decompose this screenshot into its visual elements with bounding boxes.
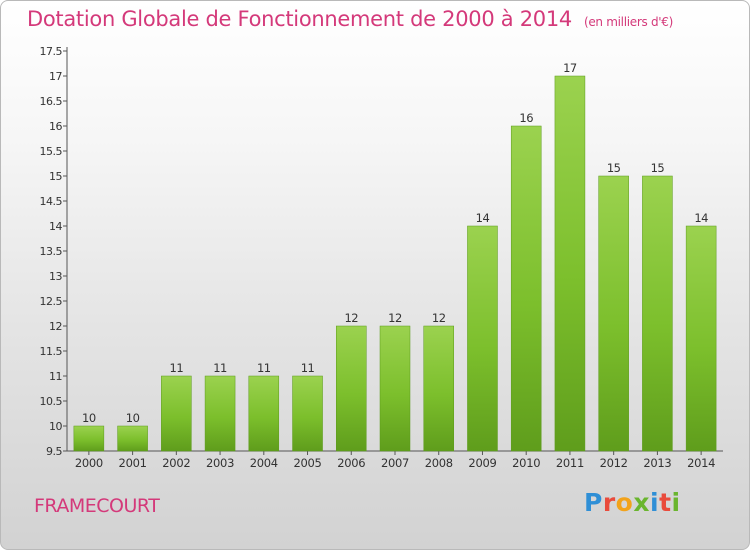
y-tick-label: 14.5: [40, 195, 63, 208]
x-tick-label: 2007: [381, 456, 409, 470]
data-label: 12: [388, 311, 402, 325]
x-tick-label: 2000: [75, 456, 103, 470]
data-label: 15: [651, 161, 665, 175]
data-label: 11: [213, 361, 227, 375]
x-tick-label: 2001: [119, 456, 147, 470]
logo-letter: r: [602, 488, 616, 517]
x-tick-label: 2003: [206, 456, 234, 470]
logo-letter: x: [633, 488, 650, 517]
y-tick-label: 13: [49, 270, 62, 283]
bar: [423, 325, 454, 452]
place-name: FRAMECOURT: [34, 495, 160, 517]
x-tick-label: 2009: [468, 456, 496, 470]
x-tick-label: 2006: [337, 456, 365, 470]
bars: [73, 75, 717, 452]
x-tick-label: 2013: [643, 456, 671, 470]
bar: [554, 75, 586, 452]
title-text: Dotation Globale de Fonctionnement de 20…: [27, 7, 572, 31]
y-tick-label: 11.5: [40, 345, 63, 358]
data-label: 10: [126, 411, 140, 425]
axes: 9.5 10 10.5 11 11.5 12 12.5 13 13.5 14 14.5 15 15.5 1…: [40, 45, 723, 470]
data-label: 11: [170, 361, 184, 375]
y-tick-label: 12.5: [40, 295, 63, 308]
y-tick-label: 12: [49, 320, 62, 333]
y-tick-label: 17.5: [40, 45, 63, 58]
y-tick-label: 14: [49, 220, 62, 233]
data-label: 10: [82, 411, 96, 425]
x-tick-label: 2008: [425, 456, 453, 470]
x-tick-label: 2010: [512, 456, 540, 470]
bar: [510, 125, 542, 452]
data-label: 12: [344, 311, 358, 325]
bar: [161, 375, 192, 452]
y-tick-label: 15: [49, 170, 62, 183]
bar: [117, 425, 148, 452]
data-label: 14: [476, 211, 490, 225]
data-label: 15: [607, 161, 621, 175]
data-label: 11: [301, 361, 315, 375]
unit-label: (en milliers d'€): [583, 15, 673, 29]
bar: [248, 375, 280, 452]
bar: [336, 325, 367, 452]
x-tick-label: 2002: [162, 456, 190, 470]
bar: [642, 175, 673, 452]
bar: [467, 225, 498, 452]
y-tick-label: 16.5: [40, 95, 63, 108]
bar: [204, 375, 236, 452]
chart-title: Dotation Globale de Fonctionnement de 20…: [27, 7, 673, 31]
y-tick-label: 11: [49, 370, 62, 383]
y-tick-label: 9.5: [46, 445, 62, 458]
logo-letter: t: [659, 488, 672, 517]
logo-letter: P: [584, 488, 603, 517]
logo-letter: i: [671, 488, 681, 517]
y-tick-label: 16: [49, 120, 62, 133]
y-tick-label: 10.5: [40, 395, 63, 408]
bar: [292, 375, 323, 452]
bar: [379, 325, 411, 452]
proxiti-logo[interactable]: Proxiti: [584, 488, 681, 517]
bar: [685, 225, 717, 452]
data-label: 17: [563, 61, 577, 75]
data-label: 16: [519, 111, 533, 125]
logo-letter: o: [615, 488, 634, 517]
x-tick-label: 2012: [600, 456, 628, 470]
data-label: 12: [432, 311, 446, 325]
y-tick-label: 13.5: [40, 245, 63, 258]
data-label: 14: [694, 211, 708, 225]
y-tick-label: 17: [49, 70, 62, 83]
bar: [73, 425, 105, 452]
x-tick-label: 2011: [556, 456, 584, 470]
x-tick-label: 2004: [250, 456, 278, 470]
bar: [598, 175, 629, 452]
logo-letter: i: [650, 488, 660, 517]
data-label: 11: [257, 361, 271, 375]
y-tick-label: 15.5: [40, 145, 63, 158]
x-tick-label: 2014: [687, 456, 715, 470]
data-labels: 10 10 11 11 11 11 12 12 12 14 16 17 15 15 14: [82, 61, 709, 425]
y-tick-label: 10: [49, 420, 62, 433]
x-tick-label: 2005: [293, 456, 321, 470]
